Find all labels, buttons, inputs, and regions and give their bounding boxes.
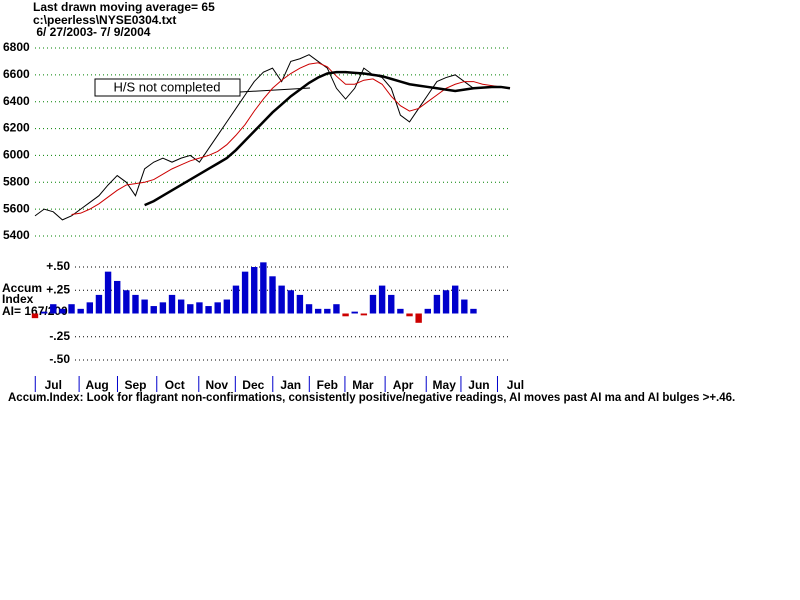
ai-bar [342,313,349,317]
x-tick-label: Mar [352,378,374,392]
ai-bar [77,308,84,314]
ai-bar [461,299,468,314]
y-tick-label: -.25 [49,329,70,343]
ai-bar [278,285,285,314]
x-tick-label: Oct [165,378,185,392]
ai-bar [168,294,176,314]
ai-bar [196,302,203,314]
ai-bar [442,290,450,314]
ai-bar [141,299,148,314]
x-tick-label: Sep [124,378,146,392]
x-tick-label: Jul [45,378,62,392]
footer: Accum.Index: Look for flagrant non-confi… [8,392,735,404]
x-tick-label: Jul [507,378,524,392]
ai-bar [50,304,57,314]
ai-bar [159,302,167,314]
ai-bar [360,313,368,316]
ai-bar [214,302,221,314]
ai-bar [269,276,276,314]
ai-bar [241,271,249,314]
ai-bar [31,313,39,319]
x-tick-label: Dec [242,378,264,392]
ai-bar [296,294,304,314]
ai-bar [150,306,157,314]
price-line [71,62,511,216]
y-tick-label: 6600 [3,67,30,81]
ai-bar [123,290,130,314]
ai-bar [314,308,322,314]
ai-bar [86,302,94,314]
ai-label: Accum [2,281,42,295]
ai-bar [388,294,395,314]
ai-bar [451,285,459,314]
ai-label: Index [2,292,34,306]
file-name: c:\peerless\NYSE0304.txt [33,13,176,27]
x-tick-label: Jun [468,378,489,392]
y-tick-label: -.50 [49,352,70,366]
ai-bar [132,294,139,314]
ai-bar [187,304,194,314]
ai-bar [104,271,112,314]
ai-bar [223,299,231,314]
ai-bar [251,267,258,314]
ai-bar [232,285,240,314]
annotation: H/S not completed [114,79,221,94]
x-tick-label: Aug [85,378,108,392]
ai-bar [114,280,121,314]
ai-bar [424,308,431,314]
x-tick-label: Apr [393,378,414,392]
y-tick-label: 5800 [3,174,30,188]
x-tick-label: May [433,378,457,392]
ai-bar [205,306,212,314]
ai-bar [324,308,331,314]
price-line [34,54,474,221]
ai-bar [177,299,185,314]
ai-bar [333,304,340,314]
y-tick-label: 6200 [3,121,30,135]
ai-bar [406,313,413,317]
ai-bar [378,285,386,314]
y-tick-label: 6400 [3,94,30,108]
y-tick-label: 5600 [3,201,30,215]
ai-bar [68,304,75,314]
y-tick-label: 5400 [3,228,30,242]
ai-bar [260,262,267,314]
date-range: 6/ 27/2003- 7/ 9/2004 [33,25,151,39]
y-tick-label: 6000 [3,148,30,162]
y-tick-label: 6800 [3,40,30,54]
x-tick-label: Feb [317,378,338,392]
annotation-box [94,78,241,97]
x-tick-label: Nov [205,378,228,392]
price-line [144,70,511,207]
ai-bar [95,294,103,314]
ai-bar [415,313,422,323]
y-tick-label: +.25 [46,282,70,296]
ai-bar [40,311,48,314]
ai-bar [59,308,66,314]
ai-bar [397,308,404,314]
ai-bar [305,304,313,314]
title: Last drawn moving average= 65 [33,0,215,14]
ai-bar [287,290,294,314]
x-tick-label: Jan [280,378,301,392]
y-tick-label: +.50 [46,259,70,273]
ai-bar [433,294,441,314]
ai-bar [351,311,358,314]
annotation-line [239,87,311,93]
ai-bar [470,308,477,314]
ai-bar [369,294,377,314]
